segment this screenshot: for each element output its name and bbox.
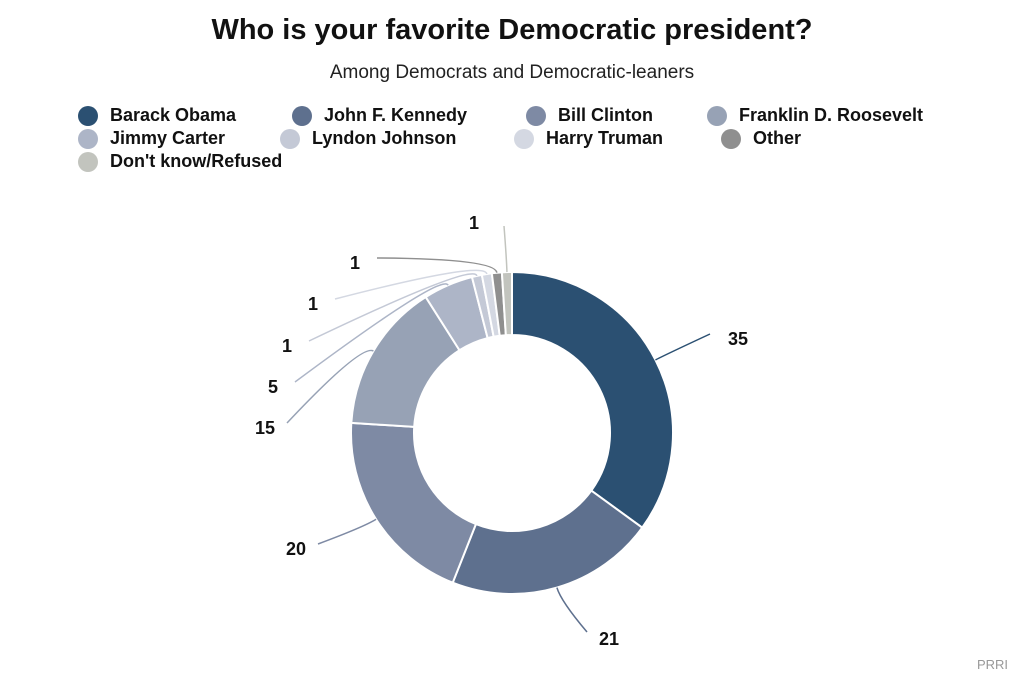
legend-label: Bill Clinton [558,105,653,125]
data-label-harry-truman: 1 [308,294,318,314]
chart-title: Who is your favorite Democratic presiden… [211,14,813,46]
legend-swatch [78,128,98,149]
leader-line-harry-truman [334,269,488,300]
legend-label: Harry Truman [546,128,664,148]
leader-line-bill-clinton [317,518,377,545]
leader-line-lyndon-johnson [308,273,478,342]
legend-label: Other [753,128,802,148]
slice-don-t-know-refused [500,270,513,337]
legend-label: Franklin D. Roosevelt [739,105,924,125]
slice-bill-clinton [350,421,478,584]
slice-john-f-kennedy [451,489,644,595]
legend-item-other: Other [721,128,801,149]
legend-item-jimmy-carter: Jimmy Carter [78,128,225,149]
leader-line-don-t-know-refused [503,225,508,273]
data-label-lyndon-johnson: 1 [282,336,292,356]
legend-label: Lyndon Johnson [312,128,457,148]
legend-label: John F. Kennedy [324,105,468,125]
leader-line-john-f-kennedy [556,587,588,633]
legend-swatch [280,128,300,149]
legend-label: Don't know/Refused [110,151,283,171]
data-label-john-f-kennedy: 21 [599,629,619,649]
legend-swatch [78,105,98,126]
legend-swatch [526,105,546,126]
chart-subtitle: Among Democrats and Democratic-leaners [329,62,695,83]
leader-line-franklin-d-roosevelt [286,349,374,424]
data-label-jimmy-carter: 5 [268,377,278,397]
legend-item-john-f-kennedy: John F. Kennedy [292,105,467,126]
data-label-franklin-d-roosevelt: 15 [255,418,275,438]
source-credit: PRRI [976,657,1008,672]
legend-item-dont-know-refused: Don't know/Refused [78,151,282,172]
legend-item-barack-obama: Barack Obama [78,105,236,126]
data-label-barack-obama: 35 [728,329,748,349]
legend-swatch [707,105,727,126]
leader-line-other [376,257,498,274]
legend-swatch [514,128,534,149]
legend-swatch [721,128,741,149]
data-label-don-t-know-refused: 1 [469,213,479,233]
legend-label: Barack Obama [110,105,237,125]
legend-swatch [292,105,312,126]
legend-item-harry-truman: Harry Truman [514,128,663,149]
legend-item-franklin-d-roosevelt: Franklin D. Roosevelt [707,105,923,126]
data-label-bill-clinton: 20 [286,539,306,559]
data-label-other: 1 [350,253,360,273]
legend-swatch [78,151,98,172]
legend-label: Jimmy Carter [110,128,226,148]
legend-item-lyndon-johnson: Lyndon Johnson [280,128,456,149]
legend-item-bill-clinton: Bill Clinton [526,105,653,126]
leader-line-barack-obama [655,333,711,361]
slice-barack-obama [511,270,674,530]
leader-line-jimmy-carter [294,283,449,383]
